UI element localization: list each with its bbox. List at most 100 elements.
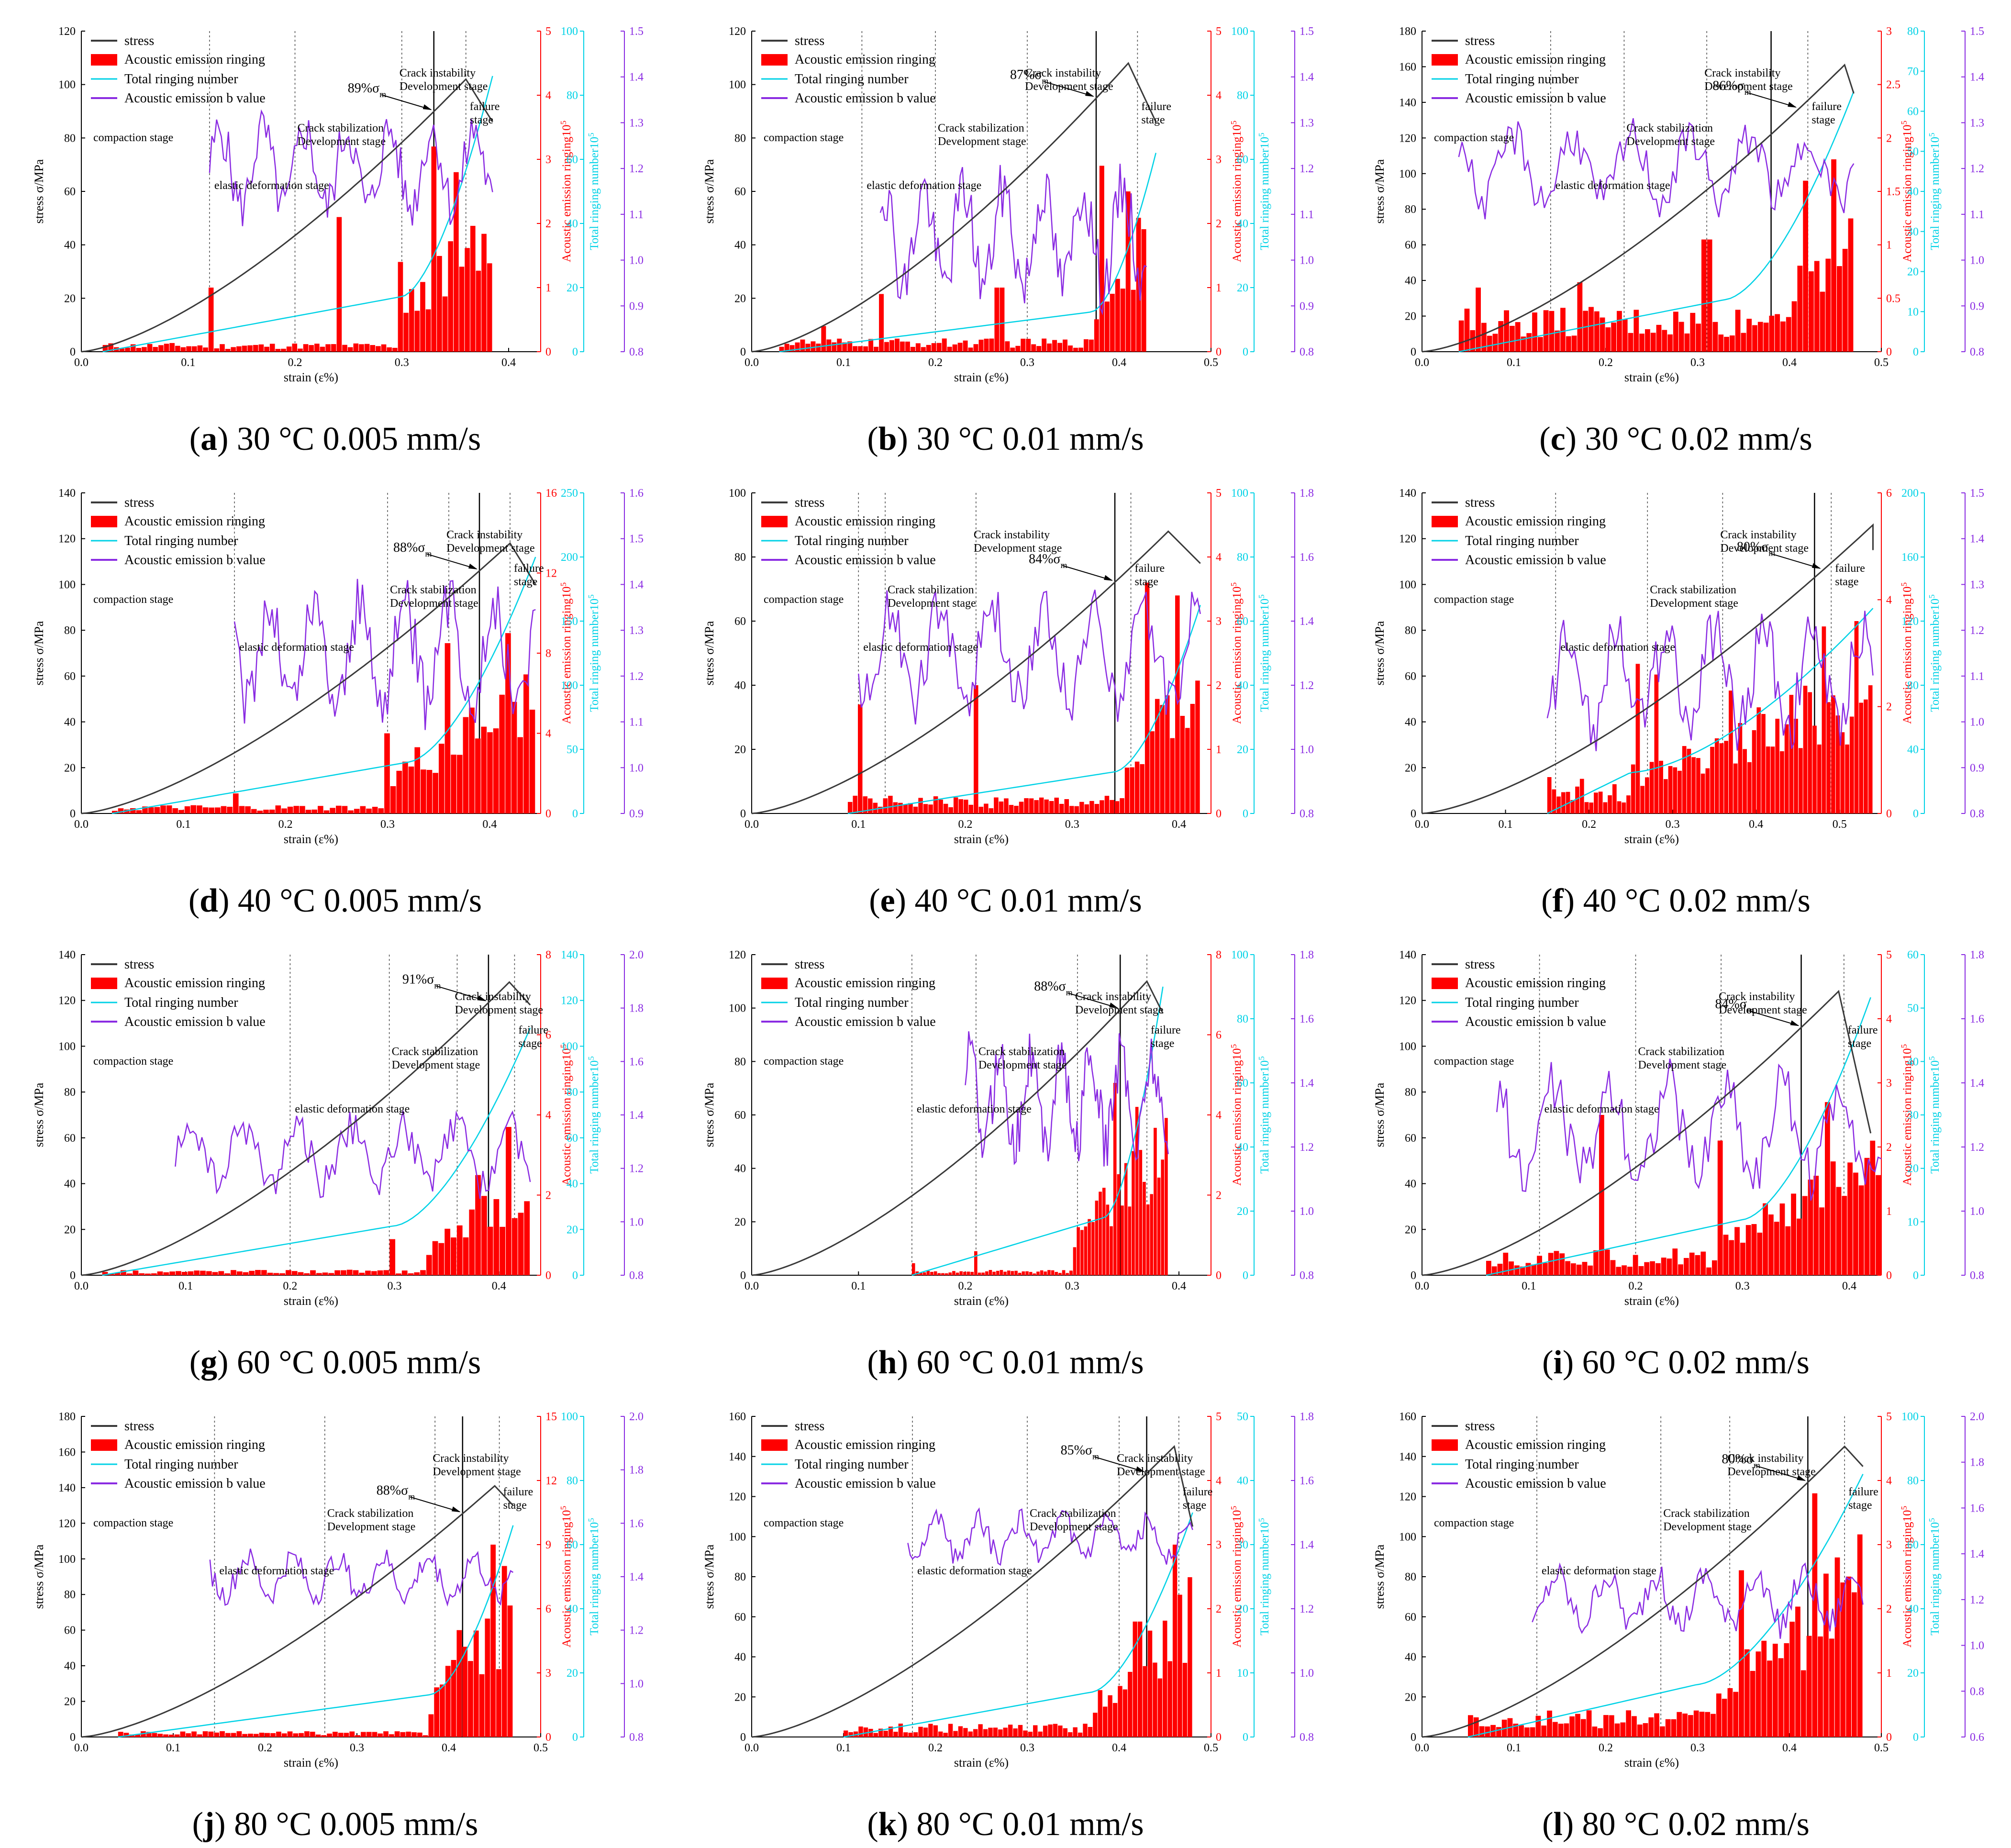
ae-ringing-bar [879,294,884,352]
ae-ringing-bar [933,1725,938,1737]
ae-ringing-bar [1180,716,1185,813]
ae-ringing-bar [1057,343,1063,352]
y4-tick-label: 0.8 [1970,1685,1984,1698]
panel-letter: l [1553,1806,1563,1843]
y2-tick-label: 3 [1886,1539,1892,1551]
ae-ringing-bar [242,1734,248,1737]
annotation-label: 88%σm [1034,979,1072,997]
ae-ringing-bar [433,773,438,813]
y-tick-label: 20 [734,744,746,756]
ae-ringing-bar [342,345,347,352]
ae-ringing-bar [1049,801,1054,813]
legend-ringing-label: Acoustic emission ringing [1465,52,1606,67]
ae-ringing-bar [941,1273,944,1275]
ae-ringing-bar [1583,311,1589,352]
stage-failure-label-2: stage [518,1037,542,1050]
y2-tick-label: 0 [1886,808,1892,820]
x-tick-label: 0.0 [1415,1742,1429,1754]
ae-ringing-bar [883,1730,888,1737]
ae-ringing-bar [487,263,492,352]
ae-ringing-bar [989,1270,992,1275]
ae-ringing-bar [359,344,364,352]
x-axis-title: strain (ε%) [954,1756,1009,1770]
x-tick-label: 0.5 [1833,818,1847,831]
y2-axis-exp: 5 [1229,582,1238,587]
legend-ringing-swatch [91,54,117,66]
ae-ringing-bar [978,1272,981,1275]
ae-ringing-bar [233,793,239,813]
legend-stress-label: stress [1465,1419,1495,1434]
ae-ringing-bar [1665,1719,1671,1737]
ae-ringing-bar [321,1735,327,1737]
y2-tick-label: 0 [1886,1269,1892,1282]
stage-stabilization-label: Crack stabilization [978,1046,1065,1058]
ae-ringing-bar [1693,1710,1699,1737]
y-tick-label: 160 [1399,1411,1416,1423]
stage-failure-label-2: stage [1183,1499,1206,1512]
ae-ringing-bar [1521,336,1526,352]
ae-ringing-bar [236,346,242,352]
ae-ringing-bar [335,805,342,813]
ae-ringing-bar [1643,1723,1648,1737]
ae-ringing-bar [1026,339,1031,352]
y4-tick-label: 0.9 [1300,300,1314,312]
ae-ringing-bar [948,807,953,813]
ae-ringing-bar [475,738,481,813]
ae-ringing-bar [1047,343,1052,352]
ae-ringing-bar [1139,1150,1143,1275]
y-tick-label: 80 [734,551,746,564]
legend-ringing-swatch [761,1439,788,1451]
ae-ringing-bar [1023,1730,1028,1737]
b-value-line [209,109,493,226]
y-tick-label: 60 [1405,239,1416,252]
y3-tick-label: 80 [1237,89,1248,102]
stress-line [1422,1445,1864,1738]
y-tick-label: 180 [58,1411,76,1423]
ae-ringing-bar [1058,1273,1062,1275]
ae-ringing-bar [1610,1260,1616,1275]
y-tick-label: 120 [729,1491,746,1503]
stage-instability-label: Crack instability [433,1452,509,1465]
legend-stress-label: stress [795,33,824,48]
ae-ringing-bar [1161,1159,1165,1275]
y2-axis-title: Acoustic emission ringing105 [559,121,574,262]
ae-ringing-bar [169,1271,175,1275]
ae-ringing-bar [1048,1724,1053,1737]
ae-ringing-bar [1013,1728,1018,1737]
ae-ringing-bar [269,809,275,813]
panel-caption-c: (c) 30 °C 0.02 mm/s [1539,421,1812,457]
ae-ringing-bar [485,1618,490,1737]
annotation-sub: m [1066,988,1073,997]
ae-ringing-bar [1089,339,1094,352]
y3-tick-label: 60 [567,154,578,166]
y2-axis-title: Acoustic emission ringing105 [1229,1506,1244,1648]
y4-tick-label: 1.4 [629,1109,644,1122]
legend-total-label: Total ringing number [795,995,909,1010]
ae-ringing-bar [1530,1727,1535,1737]
y2-tick-label: 0 [545,346,551,358]
y-tick-label: 140 [58,1482,76,1494]
y-tick-label: 80 [64,132,76,145]
y-tick-label: 120 [729,25,746,38]
ae-ringing-bar [208,288,214,352]
ae-ringing-bar [123,1733,129,1737]
stage-instability-label: Crack instability [1720,529,1796,541]
ae-ringing-bar [1128,1671,1133,1737]
ae-ringing-bar [220,1731,225,1737]
ae-ringing-bar [1757,322,1763,352]
ae-ringing-bar [1864,1158,1870,1275]
ae-ringing-bar [858,1726,863,1737]
y3-tick-label: 50 [1237,1411,1248,1423]
legend-bvalue-label: Acoustic emission b value [1465,553,1606,568]
stage-elastic-label: elastic deformation stage [917,1565,1032,1577]
ae-ringing-bar [148,807,154,813]
ae-ringing-bar [1106,1204,1110,1275]
annotation-arrowhead [477,995,487,1002]
ae-ringing-bar [1668,766,1673,813]
y-tick-label: 80 [1405,1086,1416,1099]
ae-ringing-bar [974,685,978,813]
y4-tick-label: 1.1 [1970,209,1984,221]
y3-tick-label: 20 [1237,282,1248,294]
x-tick-label: 0.4 [1842,1280,1856,1292]
